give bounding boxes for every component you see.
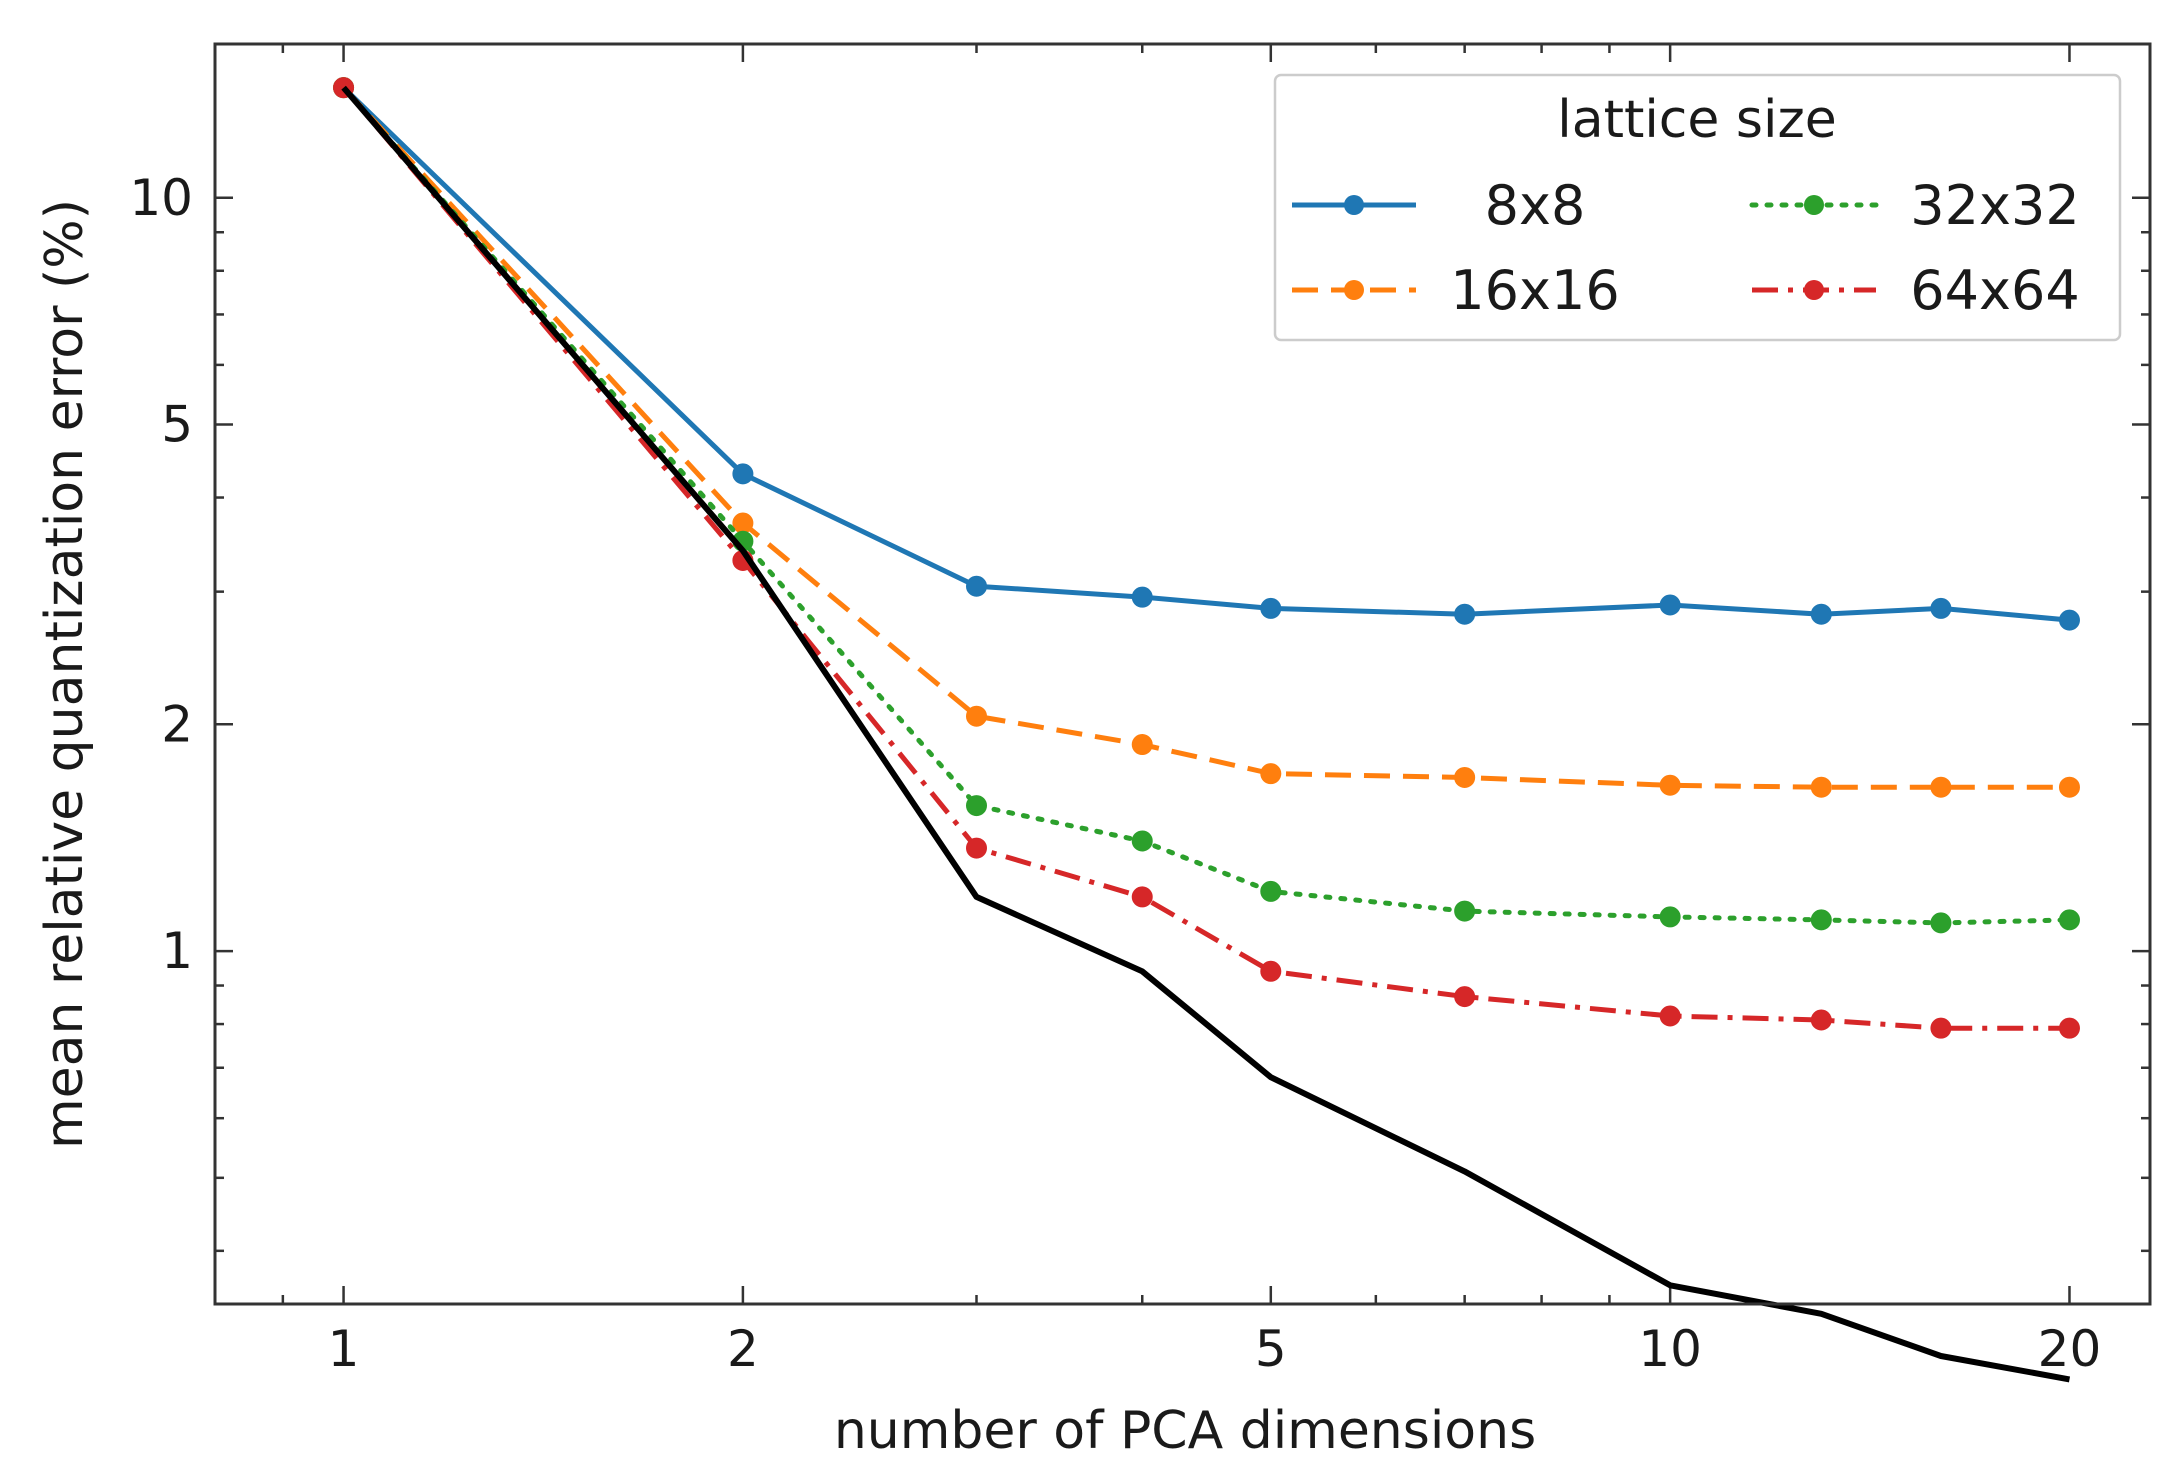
plot-area-frame [213,42,2152,1306]
series-reference [341,85,2071,1383]
data-point [1659,594,1681,616]
data-point [1260,880,1282,902]
data-point [1131,734,1153,756]
data-point [1930,912,1952,934]
data-point [1454,766,1476,788]
data-point [1260,763,1282,785]
x-tick-label: 20 [2038,1320,2102,1378]
data-point [1131,586,1153,608]
data-point [965,575,987,597]
x-tick-label: 5 [1255,1320,1287,1378]
data-point [1659,1005,1681,1027]
data-point [1454,986,1476,1008]
data-point [1930,776,1952,798]
data-point [1131,830,1153,852]
series-64x64 [333,77,2080,1039]
data-point [1454,900,1476,922]
series-32x32 [333,77,2080,934]
legend-marker [1344,280,1364,300]
data-point [965,795,987,817]
data-point [1930,597,1952,619]
data-point [965,837,987,859]
data-point [2058,609,2080,631]
axis-ticks: 1 2 5 10 20 1 2 5 10 [129,44,2150,1378]
y-axis-title: mean relative quantization error (%) [35,199,95,1149]
legend-entries: 8x8 16x16 32x32 64x64 [1292,174,2080,322]
legend-marker [1804,280,1824,300]
y-tick-label: 10 [129,169,193,227]
data-point [1659,774,1681,796]
data-point [1131,886,1153,908]
data-point [1260,597,1282,619]
data-point [965,705,987,727]
data-point [1454,603,1476,625]
y-tick-label: 1 [161,922,193,980]
data-point [1930,1017,1952,1039]
legend-marker [1804,195,1824,215]
data-point [2058,776,2080,798]
x-tick-label: 10 [1638,1320,1702,1378]
data-point [2058,909,2080,931]
series-line [341,85,2071,1383]
legend-box [1273,73,2122,342]
data-point [1810,909,1832,931]
legend-entry: 64x64 [1752,259,2080,322]
data-point [1810,603,1832,625]
data-point [1810,1009,1832,1031]
x-tick-label: 1 [328,1320,360,1378]
data-point [732,463,754,485]
legend-label: 8x8 [1485,174,1586,237]
series-line [341,85,2072,926]
x-tick-label: 2 [727,1320,759,1378]
legend-marker [1344,195,1364,215]
y-tick-label: 2 [161,695,193,753]
data-point [1810,776,1832,798]
series-line [341,86,2070,790]
series-line [341,86,2070,1031]
legend: lattice size 8x8 16x16 32x32 64x64 [1273,73,2122,342]
legend-entry: 8x8 [1292,174,1585,237]
data-point [1659,906,1681,928]
x-axis-title: number of PCA dimensions [834,1401,1536,1461]
legend-label: 64x64 [1910,259,2079,322]
series-layer [333,77,2080,1383]
data-point [1260,960,1282,982]
legend-entry: 32x32 [1749,174,2080,237]
y-tick-label: 5 [161,396,193,454]
legend-label: 32x32 [1910,174,2079,237]
data-point [732,512,754,534]
series-line [341,85,2070,623]
legend-title: lattice size [1557,90,1836,150]
legend-label: 16x16 [1450,259,1619,322]
data-point [2058,1017,2080,1039]
legend-entry: 16x16 [1292,259,1620,322]
